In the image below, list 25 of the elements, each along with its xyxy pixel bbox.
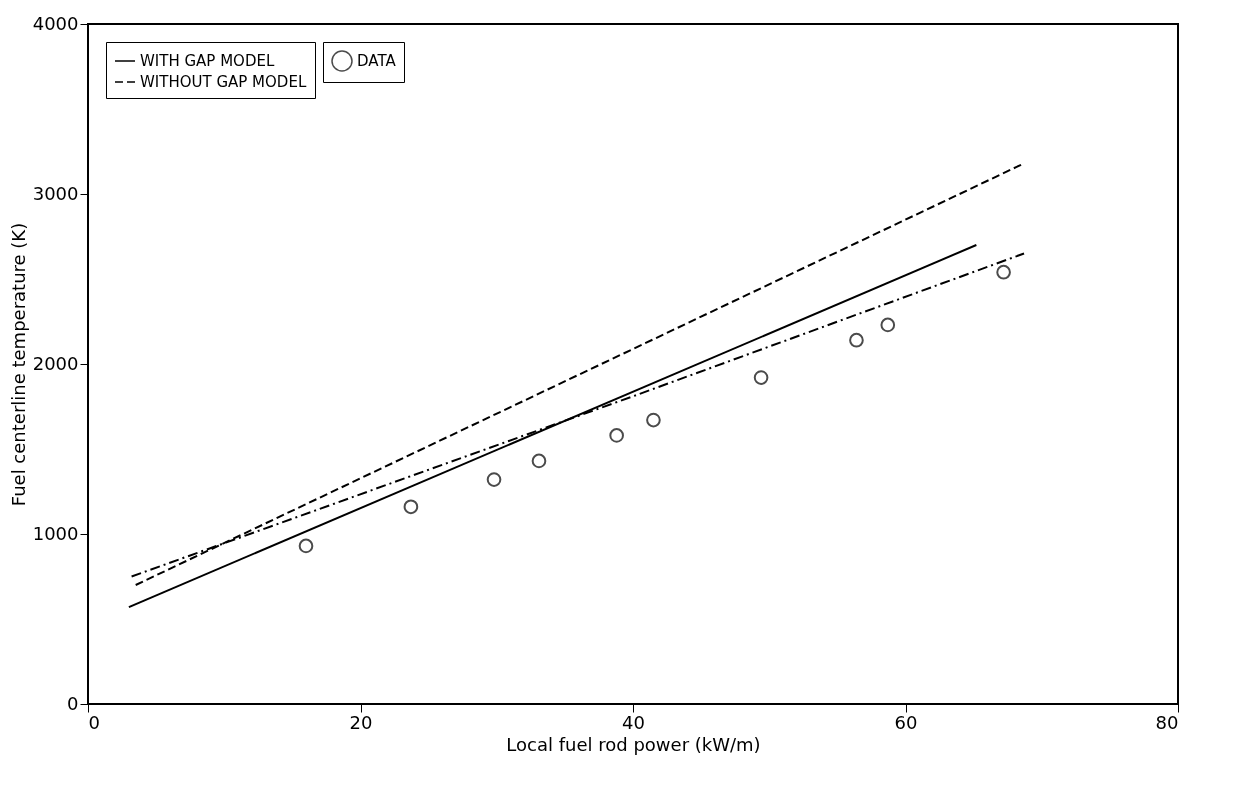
x-tick-label: 80	[1155, 711, 1179, 733]
y-tick-label: 2000	[32, 352, 79, 374]
legend-label: WITH GAP MODEL	[140, 52, 275, 70]
x-tick-label: 20	[349, 711, 373, 733]
y-tick-label: 1000	[32, 522, 79, 544]
x-tick-label: 60	[894, 711, 918, 733]
point	[486, 472, 502, 487]
legend-label: DATA	[357, 52, 397, 70]
y-tick-label: 3000	[32, 182, 79, 204]
point	[753, 370, 769, 385]
point	[849, 332, 864, 348]
legend-label: WITHOUT GAP MODEL	[140, 73, 307, 91]
point	[609, 428, 624, 443]
point	[298, 538, 314, 554]
x-tick-label: 40	[622, 711, 645, 733]
x-tick-label: 0	[88, 711, 100, 733]
point	[996, 264, 1011, 280]
y-tick-label: 4000	[32, 12, 79, 34]
point	[403, 499, 419, 515]
point	[880, 317, 896, 333]
y-tick-label: 0	[67, 692, 79, 714]
y-axis-title: Fuel centerline temperature (K)	[7, 222, 29, 507]
point	[646, 412, 661, 428]
point	[531, 453, 547, 469]
x-axis-title: Local fuel rod power (kW/m)	[506, 733, 761, 755]
